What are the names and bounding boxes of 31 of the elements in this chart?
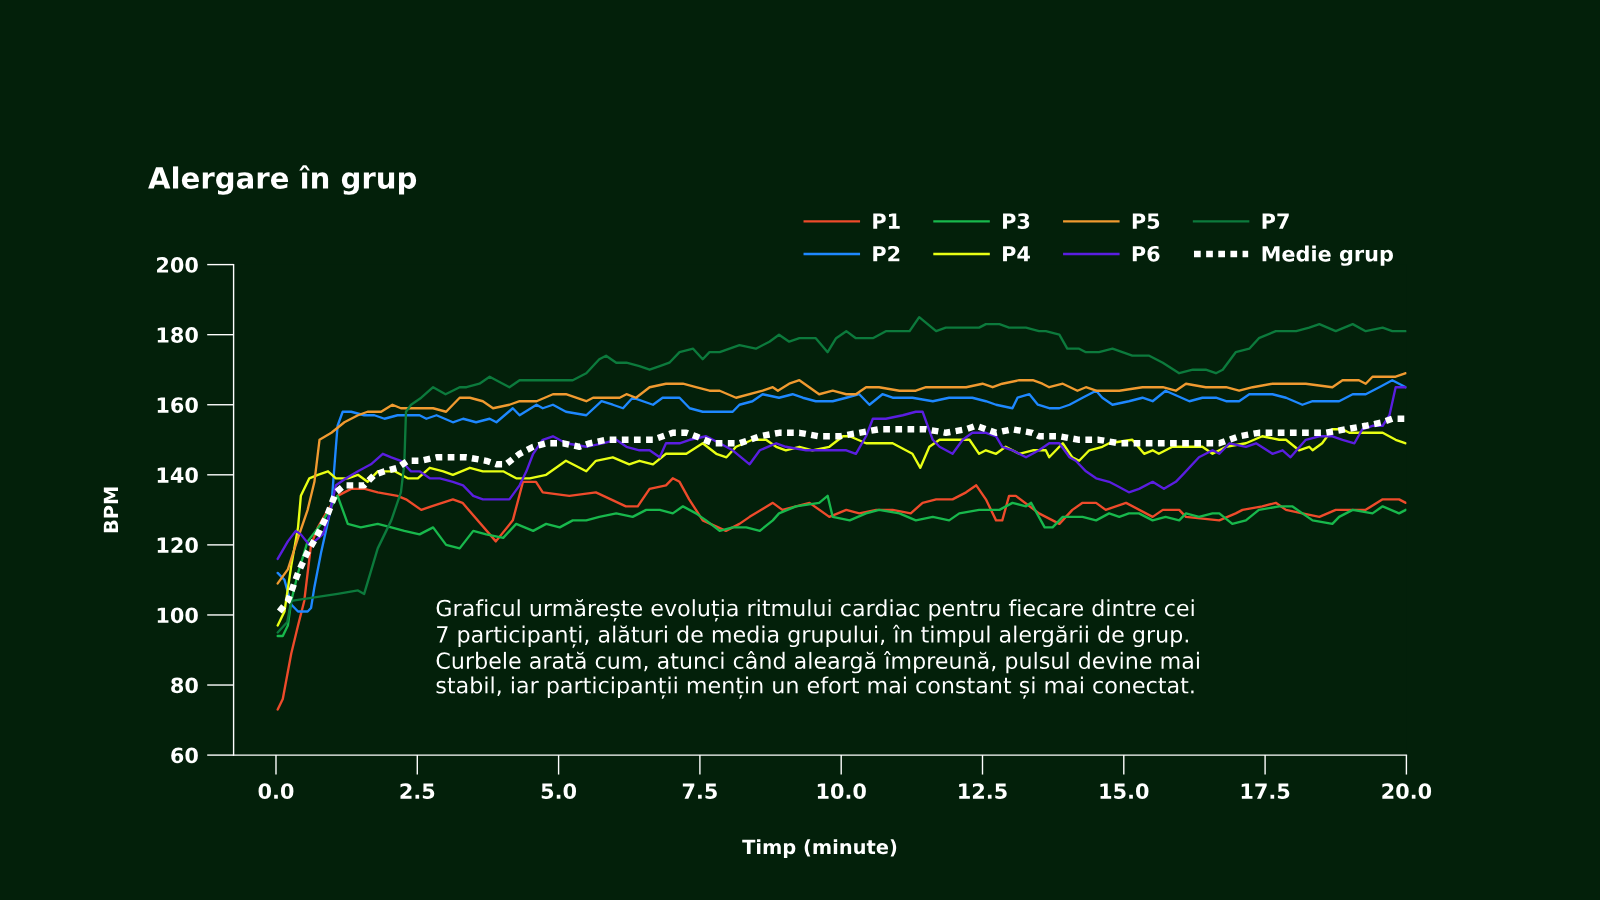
x-tick-label: 5.0 xyxy=(541,783,577,799)
y-tick-label: 100 xyxy=(157,607,198,624)
x-axis-title: Timp (minute) xyxy=(742,839,897,858)
x-tick-label: 12.5 xyxy=(959,783,1007,799)
legend-label: P7 xyxy=(1262,213,1289,229)
y-axis-title: BPM xyxy=(103,487,119,533)
legend-label: P5 xyxy=(1132,213,1160,229)
legend-label: P2 xyxy=(873,245,900,262)
x-tick-label: 20.0 xyxy=(1382,783,1432,799)
x-tick-label: 0.0 xyxy=(258,783,294,799)
y-tick-label: 60 xyxy=(171,747,198,764)
x-tick-label: 15.0 xyxy=(1100,783,1149,799)
legend-label: P6 xyxy=(1132,245,1160,262)
x-tick-label: 7.5 xyxy=(682,783,717,799)
legend-label: P3 xyxy=(1003,213,1030,229)
x-tick-label: 10.0 xyxy=(817,783,866,799)
annotation: Graficul urmărește evoluția ritmului cardiac pentru fiecare dintre cei 7 participanți, alături de media grupului, în timpul alergării de grup. Curbele arată cum, atunci când aleargă împreună, pulsul devine mai stabil, iar participanții mențin un efort mai constant și mai conectat. xyxy=(436,599,1199,699)
y-tick-label: 180 xyxy=(157,327,198,343)
y-tick-label: 140 xyxy=(157,467,198,484)
x-tick-label: 17.5 xyxy=(1241,783,1290,799)
legend-label: Medie grup xyxy=(1262,245,1393,266)
y-tick-label: 120 xyxy=(157,537,198,554)
legend-label: P4 xyxy=(1003,246,1030,262)
x-tick-label: 2.5 xyxy=(400,783,435,799)
chart-title: Alergare în grup xyxy=(148,165,417,195)
y-tick-label: 80 xyxy=(171,677,198,694)
y-tick-label: 160 xyxy=(157,397,198,413)
y-tick-label: 200 xyxy=(157,257,198,273)
line-series xyxy=(276,386,1407,561)
legend-label: P1 xyxy=(873,213,900,229)
line-series xyxy=(276,477,1407,711)
